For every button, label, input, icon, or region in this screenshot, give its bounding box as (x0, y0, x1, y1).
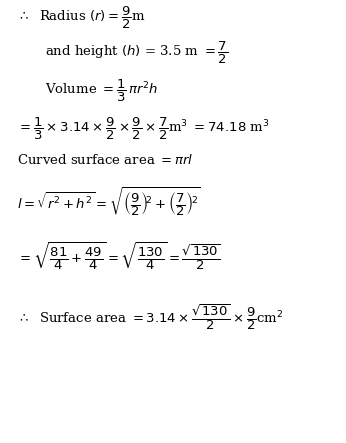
Text: $= \dfrac{1}{3} \times 3.14 \times \dfrac{9}{2} \times \dfrac{9}{2} \times \dfra: $= \dfrac{1}{3} \times 3.14 \times \dfra… (17, 116, 270, 141)
Text: and height $(h)$ = 3.5 m $= \dfrac{7}{2}$: and height $(h)$ = 3.5 m $= \dfrac{7}{2}… (45, 40, 228, 66)
Text: $= \sqrt{\dfrac{81}{4}+\dfrac{49}{4}} = \sqrt{\dfrac{130}{4}} = \dfrac{\sqrt{130: $= \sqrt{\dfrac{81}{4}+\dfrac{49}{4}} = … (17, 241, 221, 273)
Text: $l = \sqrt{r^2+h^2} = \sqrt{\left(\dfrac{9}{2}\right)^{\!2}+\left(\dfrac{7}{2}\r: $l = \sqrt{r^2+h^2} = \sqrt{\left(\dfrac… (17, 185, 201, 218)
Text: Curved surface area $= \pi rl$: Curved surface area $= \pi rl$ (17, 153, 194, 167)
Text: $\therefore$  Surface area $= 3.14 \times \dfrac{\sqrt{130}}{2} \times \dfrac{9}: $\therefore$ Surface area $= 3.14 \times… (17, 302, 284, 332)
Text: Volume $= \dfrac{1}{3}\,\pi r^2 h$: Volume $= \dfrac{1}{3}\,\pi r^2 h$ (45, 78, 158, 104)
Text: $\therefore$  Radius $(r) = \dfrac{9}{2}$m: $\therefore$ Radius $(r) = \dfrac{9}{2}$… (17, 5, 146, 31)
